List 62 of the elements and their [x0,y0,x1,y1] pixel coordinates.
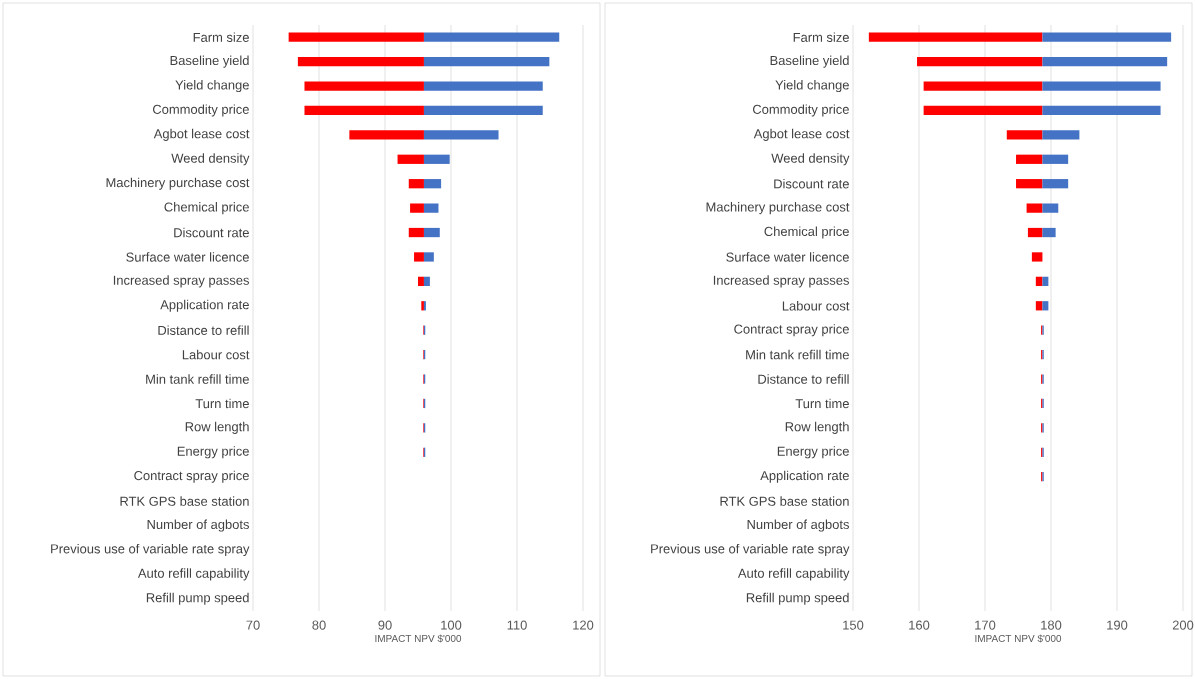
y-tick-label: RTK GPS base station [120,496,249,506]
y-tick-label: Min tank refill time [746,349,849,360]
y-tick-label: Farm size [193,32,249,42]
x-tick-label: 80 [312,620,326,630]
x-tick-label: 70 [246,620,260,630]
y-tick-label: Yield change [775,79,849,93]
y-tick-label: Distance to refill [158,325,249,335]
y-tick-label: Increased spray passes [713,275,849,288]
y-tick-label: Surface water licence [726,252,849,262]
y-tick-label: Agbot lease cost [753,128,850,141]
y-tick-label: Contract spray price [734,324,849,337]
y-tick-label: Application rate [760,470,849,483]
y-tick-label: Row length [785,421,849,434]
y-tick-label: Chemical price [764,226,849,239]
y-tick-label: Discount rate [774,178,849,189]
x-tick-label: 110 [507,620,527,630]
x-tick-label: 160 [909,620,930,630]
y-tick-label: Turn time [795,398,849,409]
y-tick-label: Auto refill capability [737,568,850,581]
y-tick-label: Number of agbots [747,519,850,532]
y-tick-label: Number of agbots [147,519,249,532]
y-tick-label: Auto refill capability [137,568,250,581]
y-tick-label: Energy price [777,446,849,459]
y-tick-label: Baseline yield [170,55,249,68]
y-tick-label: Previous use of variable rate spray [51,543,250,556]
y-tick-label: Commodity price [152,104,249,117]
y-tick-label: Refill pump speed [746,592,849,605]
x-axis-title: IMPACT NPV $'000 [375,634,462,643]
y-tick-label: Machinery purchase cost [706,202,850,215]
y-tick-label: Distance to refill [758,374,849,384]
y-tick-label: Farm size [793,32,849,42]
x-tick-label: 100 [441,620,462,630]
y-tick-label: Agbot lease cost [153,128,250,141]
y-tick-label: Machinery purchase cost [106,177,250,190]
x-axis-title: IMPACT NPV $'000 [975,634,1062,643]
y-tick-label: Weed density [171,153,250,166]
y-tick-label: Increased spray passes [113,275,249,288]
y-tick-label: Turn time [195,398,249,409]
y-tick-label: Previous use of variable rate spray [651,543,850,556]
y-tick-label: Min tank refill time [146,374,249,384]
y-tick-label: Baseline yield [770,55,849,68]
y-tick-label: Weed density [771,153,850,166]
y-tick-label: Labour cost [782,301,850,311]
x-tick-label: 180 [1041,620,1062,630]
y-tick-label: Labour cost [182,349,250,360]
x-tick-label: 190 [1107,620,1128,630]
y-tick-label: Commodity price [752,104,849,117]
y-tick-label: Contract spray price [134,470,249,483]
x-tick-label: 90 [378,620,392,630]
y-tick-label: Energy price [177,446,249,459]
x-tick-label: 150 [843,620,864,630]
y-tick-label: Row length [185,421,249,434]
y-tick-label: Refill pump speed [146,592,249,605]
y-tick-label: Yield change [175,79,249,93]
y-tick-label: Discount rate [174,227,249,238]
y-tick-label: RTK GPS base station [720,496,849,506]
x-tick-label: 170 [975,620,996,630]
x-tick-label: 200 [1172,620,1194,630]
y-tick-label: Application rate [160,299,249,312]
x-tick-label: 120 [573,620,594,630]
y-tick-label: Chemical price [164,202,249,215]
y-tick-label: Surface water licence [126,252,249,262]
